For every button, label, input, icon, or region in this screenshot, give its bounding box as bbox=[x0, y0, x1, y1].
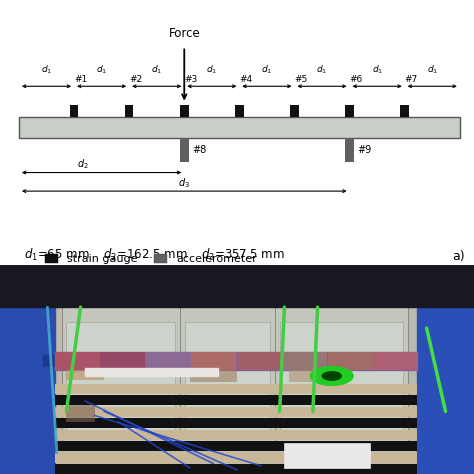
Bar bbox=[328, 352, 373, 370]
Text: $d_1$=65 mm    $d_2$=162.5 mm    $d_3$=357.5 mm: $d_1$=65 mm $d_2$=162.5 mm $d_3$=357.5 m… bbox=[24, 247, 284, 263]
Bar bbox=[55, 395, 417, 405]
Bar bbox=[417, 265, 474, 474]
Text: #2: #2 bbox=[129, 74, 142, 83]
Bar bbox=[275, 307, 408, 443]
Bar bbox=[280, 322, 403, 437]
Bar bbox=[43, 355, 71, 365]
Bar bbox=[290, 105, 299, 117]
Bar bbox=[55, 384, 417, 394]
Bar bbox=[66, 322, 175, 437]
Text: $d_1$: $d_1$ bbox=[261, 63, 273, 76]
Bar bbox=[373, 352, 418, 370]
Bar bbox=[185, 322, 270, 437]
Bar bbox=[0, 265, 474, 307]
Bar bbox=[55, 352, 100, 370]
Bar bbox=[180, 105, 189, 117]
Bar bbox=[19, 117, 460, 138]
Text: #3: #3 bbox=[184, 74, 198, 83]
Text: #1: #1 bbox=[74, 74, 87, 83]
Bar bbox=[0, 265, 55, 474]
Text: $d_1$: $d_1$ bbox=[151, 63, 162, 76]
Bar bbox=[62, 307, 180, 443]
Text: #4: #4 bbox=[239, 74, 253, 83]
Bar bbox=[70, 105, 78, 117]
Bar bbox=[401, 105, 409, 117]
Bar bbox=[62, 307, 417, 443]
Bar bbox=[237, 352, 282, 370]
Bar bbox=[55, 453, 417, 463]
Bar bbox=[191, 352, 236, 370]
Bar bbox=[180, 307, 275, 443]
Text: #5: #5 bbox=[294, 74, 308, 83]
Bar bbox=[66, 405, 95, 422]
Text: $d_1$: $d_1$ bbox=[317, 63, 328, 76]
Bar bbox=[55, 464, 417, 474]
Text: #7: #7 bbox=[405, 74, 418, 83]
Bar bbox=[55, 430, 417, 439]
Text: $d_2$: $d_2$ bbox=[77, 157, 89, 171]
Bar bbox=[85, 368, 218, 376]
Text: $d_1$: $d_1$ bbox=[372, 63, 383, 76]
Text: #9: #9 bbox=[358, 145, 372, 155]
Text: a): a) bbox=[452, 250, 465, 263]
Bar bbox=[55, 441, 417, 451]
Text: $d_1$: $d_1$ bbox=[427, 63, 438, 76]
Bar bbox=[125, 105, 133, 117]
Text: $d_1$: $d_1$ bbox=[96, 63, 107, 76]
Text: Force: Force bbox=[168, 27, 200, 40]
Bar bbox=[66, 370, 104, 380]
Bar bbox=[190, 370, 237, 382]
Text: #8: #8 bbox=[192, 145, 207, 155]
Bar bbox=[180, 138, 189, 162]
Bar bbox=[284, 443, 370, 468]
Bar bbox=[235, 105, 244, 117]
Text: $d_3$: $d_3$ bbox=[178, 176, 190, 190]
Bar bbox=[345, 105, 354, 117]
Circle shape bbox=[310, 366, 353, 385]
Bar bbox=[282, 352, 327, 370]
Bar bbox=[62, 265, 417, 359]
Bar bbox=[345, 138, 354, 162]
Text: $d_1$: $d_1$ bbox=[41, 63, 52, 76]
Bar bbox=[146, 352, 191, 370]
Bar bbox=[55, 407, 417, 417]
Circle shape bbox=[322, 372, 341, 380]
Bar bbox=[100, 352, 145, 370]
Bar bbox=[55, 419, 417, 428]
Bar bbox=[289, 370, 327, 382]
Bar bbox=[55, 352, 417, 370]
Legend: strain gauge, accelerometer: strain gauge, accelerometer bbox=[44, 253, 258, 265]
Text: #6: #6 bbox=[350, 74, 363, 83]
Text: $d_1$: $d_1$ bbox=[206, 63, 218, 76]
